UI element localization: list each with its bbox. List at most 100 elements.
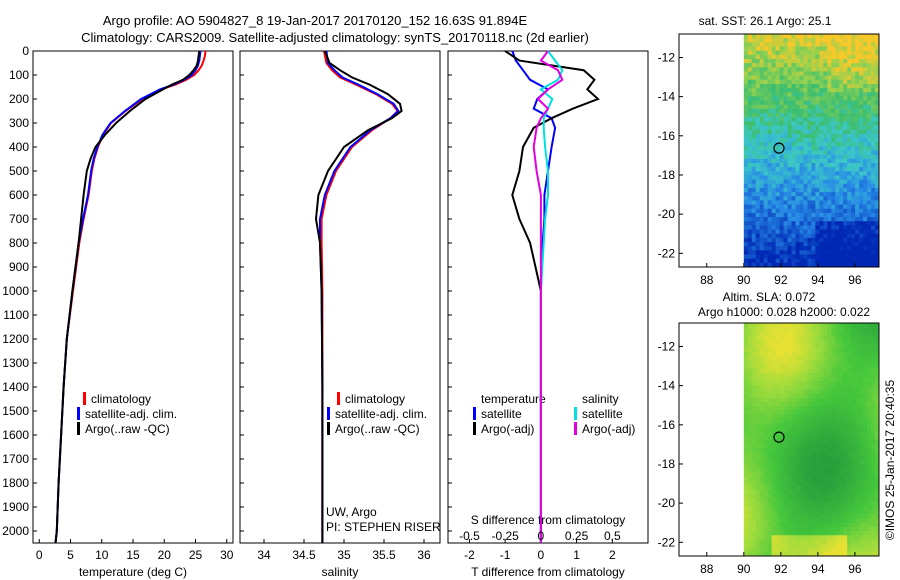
heatmap-cell	[815, 50, 820, 56]
heatmap-cell	[855, 472, 860, 478]
heatmap-cell	[839, 158, 844, 164]
heatmap-cell	[755, 526, 761, 532]
heatmap-cell	[751, 237, 757, 243]
heatmap-cell	[843, 535, 848, 540]
heatmap-cell	[747, 464, 753, 470]
heatmap-cell	[867, 518, 872, 524]
heatmap-cell	[743, 108, 749, 114]
heatmap-cell	[835, 410, 840, 416]
heatmap-cell	[775, 514, 781, 520]
heatmap-cell	[783, 71, 789, 77]
heatmap-cell	[875, 233, 880, 239]
heatmap-cell	[799, 54, 804, 60]
heatmap-cell	[747, 343, 753, 349]
heatmap-cell	[795, 356, 800, 361]
heatmap-cell	[787, 547, 793, 553]
heatmap-cell	[839, 179, 844, 185]
heatmap-cell	[755, 258, 761, 264]
heatmap-cell	[771, 447, 777, 453]
heatmap-cell	[875, 460, 880, 465]
heatmap-cell	[751, 372, 757, 378]
heatmap-cell	[827, 225, 832, 231]
heatmap-cell	[867, 381, 872, 386]
heatmap-cell	[867, 258, 872, 264]
heatmap-cell	[803, 225, 808, 231]
heatmap-cell	[751, 522, 757, 528]
heatmap-cell	[855, 389, 860, 395]
heatmap-cell	[775, 364, 781, 370]
heatmap-cell	[847, 327, 852, 332]
heatmap-cell	[843, 250, 848, 256]
heatmap-cell	[871, 481, 876, 486]
heatmap-cell	[819, 96, 824, 102]
heatmap-cell	[811, 476, 816, 482]
heatmap-cell	[827, 535, 832, 540]
heatmap-cell	[807, 493, 812, 499]
heatmap-cell	[859, 347, 864, 353]
heatmap-cell	[815, 217, 820, 222]
heatmap-cell	[751, 481, 757, 486]
heatmap-cell	[823, 360, 828, 366]
heatmap-cell	[787, 460, 793, 465]
heatmap-cell	[807, 439, 812, 445]
heatmap-cell	[759, 485, 765, 490]
heatmap-cell	[831, 154, 836, 160]
heatmap-cell	[767, 100, 773, 106]
heatmap-cell	[811, 142, 816, 147]
heatmap-cell	[775, 535, 781, 540]
heatmap-cell	[763, 50, 769, 56]
heatmap-cell	[847, 485, 852, 490]
heatmap-cell	[859, 514, 864, 520]
heatmap-cell	[835, 352, 840, 357]
heatmap-cell	[775, 34, 781, 39]
heatmap-cell	[811, 518, 816, 524]
heatmap-cell	[827, 254, 832, 260]
heatmap-cell	[863, 100, 868, 106]
heatmap-cell	[839, 327, 844, 332]
heatmap-cell	[767, 439, 773, 445]
heatmap-cell	[847, 54, 852, 60]
difference-panel: T difference from climatology S differen…	[447, 50, 649, 579]
heatmap-cell	[867, 212, 872, 218]
heatmap-cell	[779, 154, 785, 160]
heatmap-cell	[747, 331, 753, 336]
heatmap-cell	[763, 468, 769, 474]
heatmap-cell	[767, 246, 773, 251]
heatmap-cell	[795, 67, 800, 72]
heatmap-cell	[763, 100, 769, 106]
heatmap-cell	[843, 451, 848, 457]
heatmap-cell	[751, 34, 757, 39]
heatmap-cell	[763, 104, 769, 110]
heatmap-cell	[827, 402, 832, 407]
heatmap-cell	[751, 192, 757, 197]
heatmap-cell	[819, 34, 824, 39]
heatmap-cell	[751, 489, 757, 495]
heatmap-cell	[855, 368, 860, 374]
heatmap-cell	[875, 439, 880, 445]
heatmap-cell	[759, 246, 765, 251]
heatmap-cell	[779, 406, 785, 411]
heatmap-cell	[807, 485, 812, 490]
heatmap-cell	[863, 323, 868, 328]
heatmap-cell	[847, 481, 852, 486]
heatmap-cell	[851, 79, 856, 85]
heatmap-cell	[803, 327, 808, 332]
heatmap-cell	[839, 443, 844, 449]
heatmap-cell	[759, 331, 765, 336]
heatmap-cell	[763, 393, 769, 399]
heatmap-cell	[771, 192, 777, 197]
heatmap-cell	[803, 360, 808, 366]
heatmap-cell	[843, 146, 848, 151]
heatmap-cell	[763, 464, 769, 470]
heatmap-cell	[759, 343, 765, 349]
heatmap-cell	[787, 246, 793, 251]
heatmap-cell	[807, 481, 812, 486]
heatmap-cell	[871, 138, 876, 143]
heatmap-cell	[763, 352, 769, 357]
depth-tick-label: 800	[9, 236, 29, 250]
heatmap-cell	[847, 200, 852, 206]
heatmap-cell	[783, 435, 789, 440]
heatmap-cell	[743, 323, 749, 328]
heatmap-cell	[783, 393, 789, 399]
heatmap-cell	[839, 167, 844, 172]
